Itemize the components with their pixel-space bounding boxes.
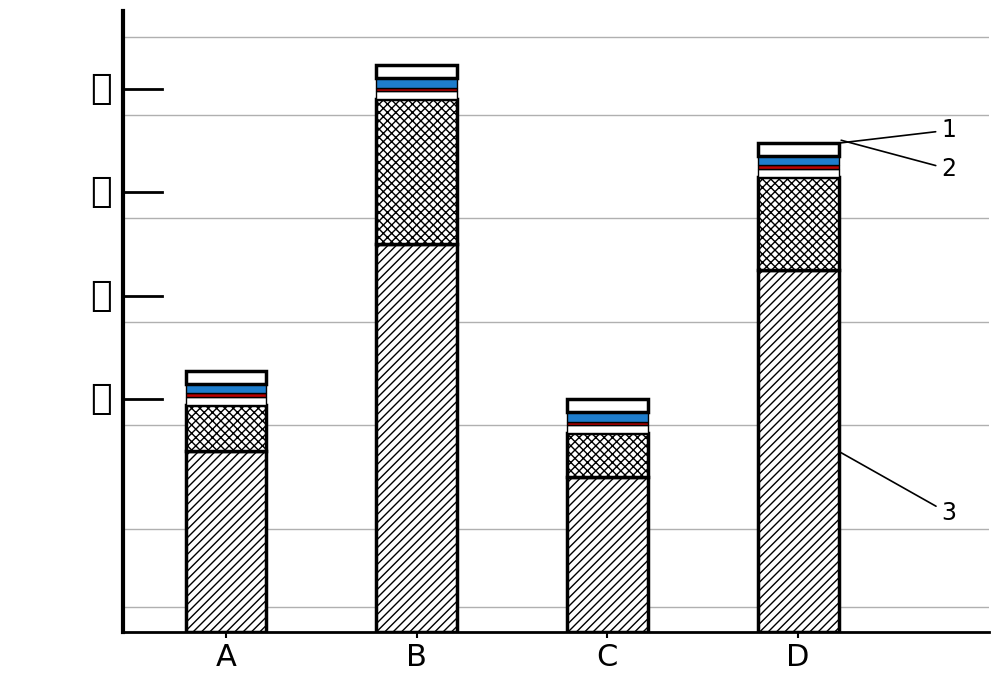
Bar [758, 270, 839, 632]
Text: 1: 1 [841, 118, 956, 143]
Text: 矩: 矩 [90, 382, 112, 417]
Bar [758, 165, 839, 169]
Bar [376, 244, 457, 632]
Text: 车: 车 [90, 176, 112, 210]
Bar [758, 177, 839, 270]
Bar [376, 92, 457, 99]
Bar [567, 426, 648, 433]
Bar [567, 413, 648, 421]
Bar [376, 87, 457, 92]
Bar [567, 400, 648, 413]
Bar [567, 421, 648, 426]
Bar [567, 477, 648, 632]
Bar [758, 143, 839, 156]
Bar [186, 404, 266, 451]
Bar [186, 451, 266, 632]
Bar [186, 393, 266, 397]
Bar [186, 397, 266, 404]
Text: 3: 3 [841, 453, 956, 525]
Text: 2: 2 [841, 140, 956, 181]
Bar [186, 384, 266, 393]
Text: 力: 力 [90, 279, 112, 313]
Bar [758, 169, 839, 177]
Bar [758, 156, 839, 165]
Bar [376, 79, 457, 87]
Text: 剥: 剥 [90, 72, 112, 106]
Bar [567, 433, 648, 477]
Bar [376, 66, 457, 79]
Bar [186, 371, 266, 384]
Bar [376, 99, 457, 244]
